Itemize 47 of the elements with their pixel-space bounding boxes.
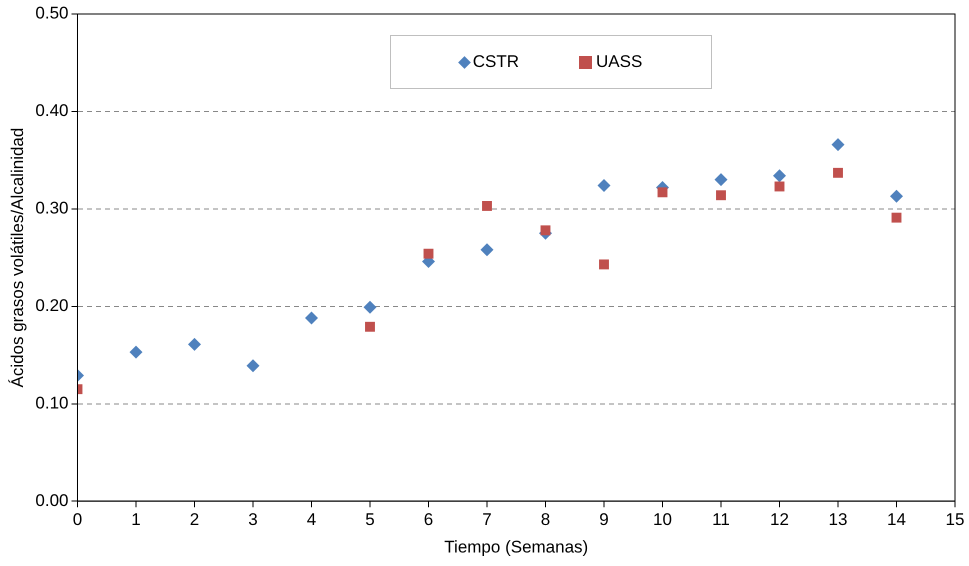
point [365, 322, 375, 332]
x-tick-label: 5 [365, 510, 375, 530]
x-tick-label: 2 [190, 510, 200, 530]
point [424, 248, 434, 259]
x-tick-label: 1 [131, 510, 141, 530]
point [304, 312, 318, 325]
point [774, 182, 784, 192]
x-tick-label: 10 [653, 510, 672, 530]
y-tick-label: 0.00 [35, 490, 68, 510]
x-tick-label: 11 [712, 510, 730, 530]
y-tick-label: 0.30 [35, 198, 68, 218]
y-tick-label: 0.10 [35, 393, 68, 412]
point [832, 138, 844, 152]
x-tick-label: 15 [946, 510, 964, 530]
point [129, 346, 142, 359]
point [363, 300, 376, 314]
point [480, 243, 494, 256]
x-tick-label: 9 [599, 510, 609, 530]
point [482, 201, 492, 211]
x-axis-title: Tiempo (Semanas) [444, 537, 588, 556]
point [714, 173, 728, 186]
y-tick-label: 0.50 [35, 4, 68, 23]
x-tick-label: 8 [540, 510, 550, 530]
point [892, 212, 902, 223]
y-axis-title: Ácidos grasos volátiles/Alcalinidad [8, 128, 27, 388]
y-tick-label: 0.40 [35, 101, 68, 120]
x-tick-label: 14 [887, 510, 906, 530]
y-tick-label: 0.20 [35, 296, 68, 316]
x-tick-label: 13 [828, 510, 848, 530]
point [890, 190, 903, 203]
point [833, 168, 843, 178]
x-tick-label: 3 [248, 510, 258, 530]
x-tick-label: 12 [770, 510, 789, 530]
point [188, 338, 201, 351]
point [773, 169, 786, 182]
point [716, 190, 726, 200]
x-tick-label: 6 [424, 510, 434, 530]
point [599, 259, 609, 270]
legend-label: UASS [596, 52, 642, 72]
x-tick-label: 0 [72, 510, 82, 530]
point [658, 187, 668, 198]
legend-label: CSTR [472, 52, 519, 72]
x-tick-label: 4 [306, 510, 316, 530]
point [246, 359, 260, 372]
point [597, 178, 610, 192]
point [540, 225, 550, 236]
x-tick-label: 7 [482, 510, 492, 530]
